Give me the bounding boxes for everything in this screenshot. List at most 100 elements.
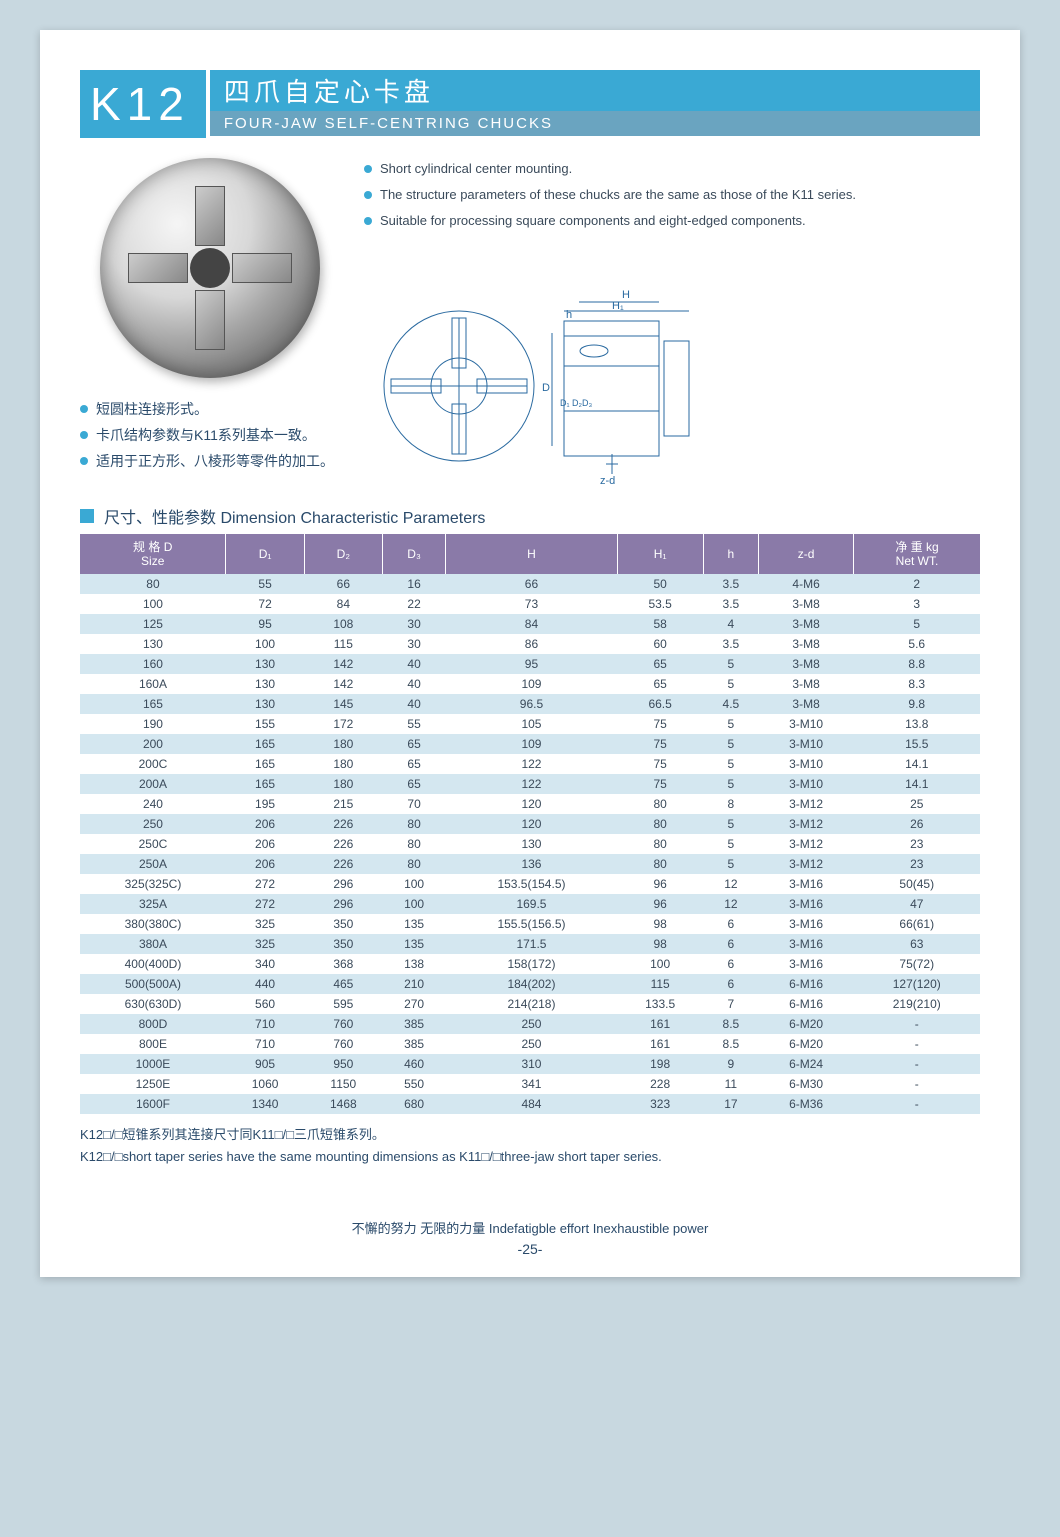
cell: 75(72) xyxy=(853,954,980,974)
cell: - xyxy=(853,1054,980,1074)
cn-bullets: 短圆柱连接形式。 卡爪结构参数与K11系列基本一致。 适用于正方形、八棱形等零件… xyxy=(80,398,340,476)
cell: 50 xyxy=(617,574,703,594)
table-row: 1007284227353.53.53-M83 xyxy=(80,594,980,614)
cell: 23 xyxy=(853,854,980,874)
col-4: H xyxy=(446,534,618,574)
spec-table: 规 格 DSizeD₁D₂D₃HH₁hz-d净 重 kgNet WT. 8055… xyxy=(80,534,980,1114)
cell: 161 xyxy=(617,1014,703,1034)
cell: 340 xyxy=(226,954,304,974)
cell: 190 xyxy=(80,714,226,734)
cell: 3-M8 xyxy=(759,594,854,614)
cell: 80 xyxy=(382,814,445,834)
cell: 1340 xyxy=(226,1094,304,1114)
cell: 5 xyxy=(703,814,759,834)
cell: 80 xyxy=(382,834,445,854)
cell: 6-M20 xyxy=(759,1014,854,1034)
page-header: K12 四爪自定心卡盘 FOUR-JAW SELF-CENTRING CHUCK… xyxy=(80,70,980,138)
cell: 171.5 xyxy=(446,934,618,954)
cell: 3 xyxy=(853,594,980,614)
cell: 138 xyxy=(382,954,445,974)
cn-bullet-text-0: 短圆柱连接形式。 xyxy=(96,398,340,420)
cell: 380(380C) xyxy=(80,914,226,934)
cell: 127(120) xyxy=(853,974,980,994)
cell: 368 xyxy=(304,954,382,974)
cell: 66(61) xyxy=(853,914,980,934)
en-bullet-text-1: The structure parameters of these chucks… xyxy=(380,184,980,206)
table-row: 250C206226801308053-M1223 xyxy=(80,834,980,854)
table-row: 800E7107603852501618.56-M20- xyxy=(80,1034,980,1054)
catalog-page: K12 四爪自定心卡盘 FOUR-JAW SELF-CENTRING CHUCK… xyxy=(40,30,1020,1277)
en-bullet-text-2: Suitable for processing square component… xyxy=(380,210,980,232)
cell: 40 xyxy=(382,674,445,694)
table-row: 250A206226801368053-M1223 xyxy=(80,854,980,874)
dim-D: D xyxy=(542,382,550,394)
cell: 228 xyxy=(617,1074,703,1094)
cell: 95 xyxy=(446,654,618,674)
cell: 3-M10 xyxy=(759,754,854,774)
section-title-row: 尺寸、性能参数 Dimension Characteristic Paramet… xyxy=(80,504,980,528)
cell: 105 xyxy=(446,714,618,734)
cell: 30 xyxy=(382,614,445,634)
cell: 6-M20 xyxy=(759,1034,854,1054)
cell: 380A xyxy=(80,934,226,954)
cell: 130 xyxy=(226,654,304,674)
spec-table-body: 8055661666503.54-M621007284227353.53.53-… xyxy=(80,574,980,1114)
cell: 180 xyxy=(304,734,382,754)
col-1: D₁ xyxy=(226,534,304,574)
cell: 272 xyxy=(226,894,304,914)
cn-bullet-1: 卡爪结构参数与K11系列基本一致。 xyxy=(80,424,340,446)
en-bullet-0: Short cylindrical center mounting. xyxy=(364,158,980,180)
cn-bullet-text-1: 卡爪结构参数与K11系列基本一致。 xyxy=(96,424,340,446)
cell: 3-M8 xyxy=(759,674,854,694)
cell: 9 xyxy=(703,1054,759,1074)
cell: 296 xyxy=(304,894,382,914)
table-row: 200A165180651227553-M1014.1 xyxy=(80,774,980,794)
cell: 710 xyxy=(226,1014,304,1034)
page-number: -25- xyxy=(80,1241,980,1257)
cell: 5 xyxy=(703,674,759,694)
cell: 142 xyxy=(304,654,382,674)
cell: 23 xyxy=(853,834,980,854)
cell: 65 xyxy=(617,674,703,694)
cell: 160A xyxy=(80,674,226,694)
cell: 341 xyxy=(446,1074,618,1094)
cell: 760 xyxy=(304,1034,382,1054)
cell: 122 xyxy=(446,774,618,794)
table-row: 380A325350135171.59863-M1663 xyxy=(80,934,980,954)
cell: 180 xyxy=(304,754,382,774)
cell: 86 xyxy=(446,634,618,654)
cell: 80 xyxy=(382,854,445,874)
cell: 130 xyxy=(226,674,304,694)
table-row: 1301001153086603.53-M85.6 xyxy=(80,634,980,654)
cell: 325(325C) xyxy=(80,874,226,894)
cell: 25 xyxy=(853,794,980,814)
dim-zd: z-d xyxy=(600,475,615,487)
cell: 3.5 xyxy=(703,634,759,654)
dim-h: h xyxy=(566,309,572,321)
cell: 108 xyxy=(304,614,382,634)
cell: 3-M8 xyxy=(759,614,854,634)
table-row: 400(400D)340368138158(172)10063-M1675(72… xyxy=(80,954,980,974)
bullet-icon xyxy=(80,431,88,439)
cell: 75 xyxy=(617,734,703,754)
cell: 400(400D) xyxy=(80,954,226,974)
cell: 96.5 xyxy=(446,694,618,714)
cell: 130 xyxy=(226,694,304,714)
cell: 55 xyxy=(382,714,445,734)
cell: 158(172) xyxy=(446,954,618,974)
cell: 206 xyxy=(226,814,304,834)
cell: 109 xyxy=(446,674,618,694)
table-row: 8055661666503.54-M62 xyxy=(80,574,980,594)
cell: 680 xyxy=(382,1094,445,1114)
cell: 560 xyxy=(226,994,304,1014)
bullet-icon xyxy=(364,165,372,173)
section-title: 尺寸、性能参数 Dimension Characteristic Paramet… xyxy=(104,504,485,528)
cell: 65 xyxy=(382,754,445,774)
table-row: 250206226801208053-M1226 xyxy=(80,814,980,834)
table-row: 240195215701208083-M1225 xyxy=(80,794,980,814)
cell: 155 xyxy=(226,714,304,734)
cell: 3-M12 xyxy=(759,834,854,854)
cell: 12 xyxy=(703,874,759,894)
cell: 98 xyxy=(617,914,703,934)
cell: 80 xyxy=(80,574,226,594)
